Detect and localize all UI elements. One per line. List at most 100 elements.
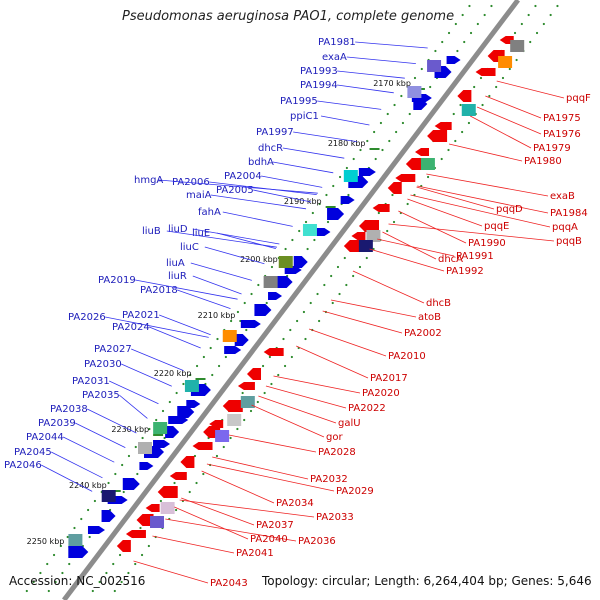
reverse-label-leader xyxy=(258,395,337,424)
track-dot xyxy=(527,13,530,17)
gene-hit-box xyxy=(184,380,199,392)
reverse-gene-label: PA2033 xyxy=(316,512,354,523)
track-dot xyxy=(141,436,144,440)
reverse-label-leader xyxy=(322,310,403,334)
track-dot xyxy=(182,382,185,386)
track-dot xyxy=(202,355,205,359)
reverse-gene-arrow xyxy=(358,220,379,232)
track-dot xyxy=(134,445,137,449)
reverse-label-leader xyxy=(201,470,275,504)
reverse-gene-label: PA1984 xyxy=(550,208,588,219)
track-dot xyxy=(534,4,537,8)
reverse-label-leader xyxy=(369,248,445,272)
track-dot xyxy=(263,391,266,395)
track-dot xyxy=(306,247,309,251)
reverse-gene-label: pqqE xyxy=(484,221,509,232)
track-dot xyxy=(148,427,151,431)
track-dot xyxy=(277,373,280,377)
forward-label-leader xyxy=(105,316,209,338)
reverse-gene-label: dhcB xyxy=(426,298,451,309)
reverse-gene-label: PA2010 xyxy=(388,351,426,362)
track-dot xyxy=(209,346,212,350)
forward-gene-label: PA2038 xyxy=(50,404,88,415)
reverse-gene-arrow xyxy=(434,122,452,130)
forward-label-leader xyxy=(222,211,293,227)
reverse-gene-arrow xyxy=(351,232,366,240)
track-dot xyxy=(318,319,321,323)
track-dot xyxy=(473,85,476,89)
track-dot xyxy=(112,562,115,566)
forward-gene-label: PA2021 xyxy=(122,310,160,321)
gene-hit-box xyxy=(160,502,175,514)
reverse-label-leader xyxy=(273,375,361,394)
forward-gene-label: liuA xyxy=(166,258,185,269)
reverse-label-leader xyxy=(416,186,495,210)
track-dot xyxy=(256,400,259,404)
gene-hit-box xyxy=(366,230,381,242)
track-dot xyxy=(136,472,139,476)
track-dot xyxy=(393,103,396,107)
gene-hit-box xyxy=(420,158,435,170)
reverse-gene-label: dhcA xyxy=(438,254,463,265)
forward-gene-label: PA2018 xyxy=(140,285,178,296)
track-dot xyxy=(479,76,483,80)
track-dot xyxy=(54,580,57,584)
forward-gene-label: ppiC1 xyxy=(290,111,319,122)
track-dot xyxy=(243,301,246,305)
track-dot xyxy=(304,337,307,341)
track-dot xyxy=(318,202,321,206)
kbp-tick-label: 2220 kbp xyxy=(154,369,192,378)
track-dot xyxy=(283,364,287,368)
track-dot xyxy=(309,301,312,305)
forward-label-leader xyxy=(75,422,126,448)
forward-gene-arrow xyxy=(122,478,140,490)
track-dot xyxy=(161,409,165,413)
gene-hit-box xyxy=(222,330,237,342)
reverse-gene-arrow xyxy=(169,472,187,480)
forward-label-leader xyxy=(131,348,184,371)
forward-label-leader xyxy=(158,179,318,194)
track-dot xyxy=(296,319,299,323)
reverse-gene-label: pqqB xyxy=(556,236,582,247)
reverse-gene-label: atoB xyxy=(418,312,441,323)
track-dot xyxy=(391,193,394,197)
forward-label-leader xyxy=(166,230,278,248)
kbp-tick-label: 2180 kbp xyxy=(328,139,366,148)
track-dot xyxy=(59,544,62,548)
track-dot xyxy=(88,535,91,539)
track-dot xyxy=(93,499,97,503)
forward-gene-label: PA2039 xyxy=(38,418,76,429)
reverse-gene-arrow xyxy=(387,182,402,194)
track-dot xyxy=(211,373,214,377)
track-dot xyxy=(330,274,333,278)
reverse-label-leader xyxy=(407,198,483,227)
track-dot xyxy=(413,76,417,80)
reverse-gene-label: PA1980 xyxy=(524,156,562,167)
track-dot xyxy=(406,202,409,206)
track-dot xyxy=(245,328,248,332)
track-dot xyxy=(302,310,306,314)
forward-gene-label: fahA xyxy=(198,207,221,218)
reverse-label-leader xyxy=(181,497,255,526)
forward-label-leader xyxy=(282,147,345,159)
reverse-gene-label: PA1990 xyxy=(468,238,506,249)
track-dot xyxy=(113,589,116,593)
reverse-gene-label: PA2040 xyxy=(250,534,288,545)
reverse-label-leader xyxy=(426,173,549,197)
reverse-gene-label: pqqF xyxy=(566,93,591,104)
reverse-label-leader xyxy=(352,270,425,304)
track-dot xyxy=(501,76,505,80)
track-dot xyxy=(249,409,253,413)
track-dot xyxy=(195,364,199,368)
forward-gene-label: PA1993 xyxy=(300,66,338,77)
forward-label-leader xyxy=(109,380,159,405)
reverse-gene-arrow xyxy=(414,148,429,156)
reverse-gene-arrow xyxy=(263,348,284,356)
track-dot xyxy=(61,571,64,575)
track-dot xyxy=(488,94,491,98)
reverse-gene-label: PA2036 xyxy=(298,536,336,547)
track-dot xyxy=(456,49,459,53)
track-dot xyxy=(365,256,368,260)
track-dot xyxy=(98,580,101,584)
track-dot xyxy=(454,22,457,26)
